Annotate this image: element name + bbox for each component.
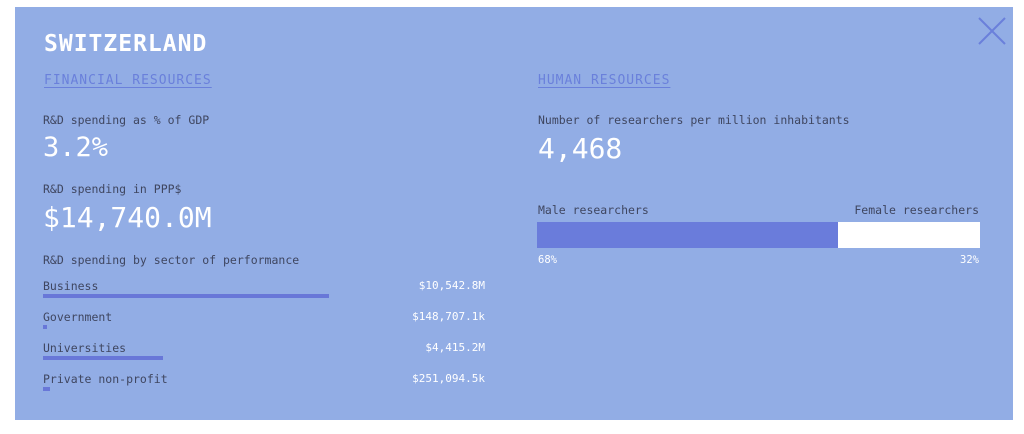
close-x-icon[interactable] — [977, 16, 1007, 46]
ppp-label: R&D spending in PPP$ — [43, 182, 182, 196]
researchers-label: Number of researchers per million inhabi… — [538, 113, 850, 127]
country-title: SWITZERLAND — [44, 31, 208, 57]
sector-bar — [43, 294, 329, 298]
sector-value: $4,415.2M — [425, 341, 485, 354]
country-detail-panel: SWITZERLAND FINANCIAL RESOURCES R&D spen… — [15, 7, 1013, 420]
sector-name: Business — [43, 279, 99, 293]
gdp-label: R&D spending as % of GDP — [43, 113, 210, 127]
male-share-fill — [537, 222, 839, 248]
sector-row-private-non-profit: Private non-profit $251,094.5k — [43, 372, 485, 400]
sector-name: Universities — [43, 341, 127, 355]
female-researchers-label: Female researchers — [854, 203, 979, 217]
sector-name: Private non-profit — [43, 372, 168, 386]
ppp-value: $14,740.0M — [43, 201, 212, 234]
sector-bar — [43, 356, 163, 360]
gdp-value: 3.2% — [43, 132, 109, 163]
sector-row-business: Business $10,542.8M — [43, 279, 485, 307]
sector-row-government: Government $148,707.1k — [43, 310, 485, 338]
male-percent: 68% — [538, 254, 557, 266]
sector-label: R&D spending by sector of performance — [43, 253, 300, 267]
financial-resources-tab[interactable]: FINANCIAL RESOURCES — [44, 73, 212, 88]
sector-bar — [43, 325, 47, 329]
sector-value: $148,707.1k — [412, 310, 485, 323]
sector-value: $251,094.5k — [412, 372, 485, 385]
human-resources-tab[interactable]: HUMAN RESOURCES — [538, 73, 671, 88]
sector-name: Government — [43, 310, 113, 324]
sector-row-universities: Universities $4,415.2M — [43, 341, 485, 369]
sector-bar — [43, 387, 50, 391]
sector-value: $10,542.8M — [418, 279, 485, 292]
female-percent: 32% — [960, 254, 979, 266]
researchers-value: 4,468 — [538, 132, 623, 165]
male-researchers-label: Male researchers — [538, 203, 649, 217]
gender-split-bar — [537, 222, 980, 248]
